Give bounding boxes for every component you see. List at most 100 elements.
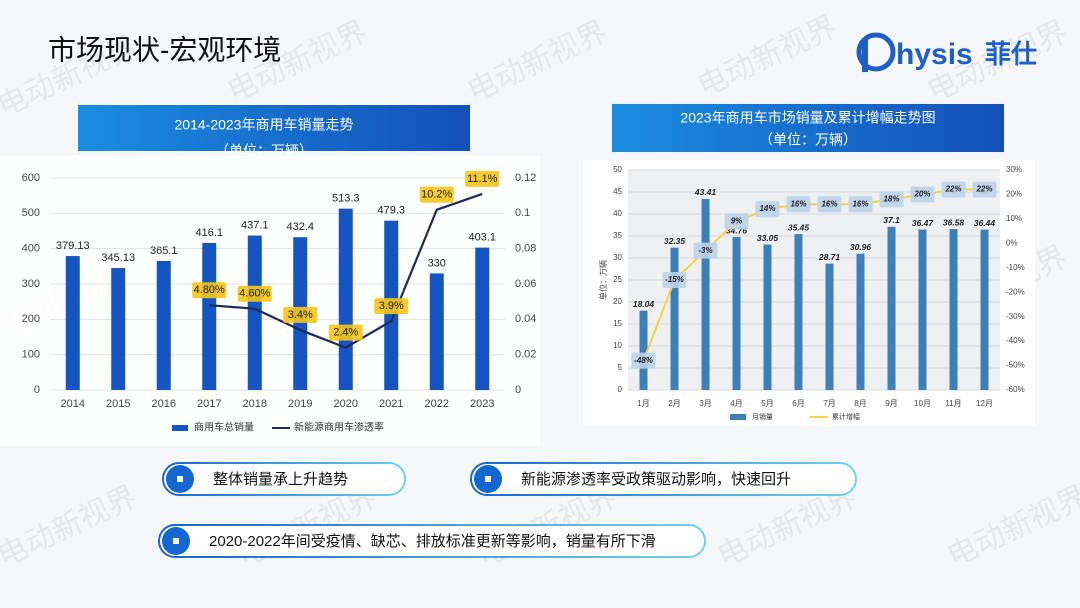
bar-value-label: 32.35	[664, 236, 686, 246]
x-tick-label: 2019	[288, 398, 312, 410]
x-tick-label: 3月	[699, 399, 711, 408]
line-label-box	[972, 181, 997, 198]
chart-title-band	[78, 105, 470, 151]
line-value-label: 9%	[731, 216, 743, 225]
x-tick-label: 6月	[792, 399, 804, 408]
x-tick-label: 11月	[945, 399, 961, 408]
bar-value-label: 403.1	[468, 231, 496, 243]
line-value-label: 10.2%	[421, 189, 452, 201]
x-tick-label: 2017	[197, 398, 221, 410]
x-tick-label: 1月	[637, 399, 649, 408]
x-tick-label: 10月	[914, 399, 931, 408]
logo: hysis 菲仕	[856, 32, 1037, 72]
bar-value-label: 416.1	[195, 227, 223, 239]
y-tick-label: 25	[613, 275, 622, 284]
bar-value-label: 18.04	[633, 299, 655, 309]
bar	[202, 242, 217, 390]
line-label-box	[941, 181, 966, 198]
y-tick-label: 20	[613, 297, 622, 306]
y-tick-label: 200	[22, 313, 40, 325]
chart-subtitle: （单位：万辆）	[759, 132, 857, 148]
bar-value-label: 37.1	[883, 215, 900, 225]
bar-value-label: 30.96	[850, 242, 872, 252]
line-value-label: 2.4%	[333, 327, 358, 339]
y-tick-label: 0	[34, 384, 40, 396]
bar-value-label: 43.41	[694, 187, 717, 197]
x-tick-label: 5月	[761, 399, 773, 408]
line	[209, 192, 483, 349]
bar	[670, 247, 679, 390]
y-tick-label: 50	[613, 165, 622, 174]
y2-tick-label: 0	[515, 384, 521, 396]
y-tick-label: 100	[22, 349, 40, 361]
line-value-label: 22%	[944, 185, 961, 194]
line-value-label: 16%	[852, 199, 868, 208]
x-tick-label: 7月	[823, 399, 835, 408]
y-tick-label: 45	[613, 187, 622, 196]
line-value-label: 4.60%	[239, 288, 270, 300]
y-tick-label: 400	[22, 243, 40, 255]
bar-value-label: 437.1	[241, 219, 269, 231]
line-value-label: 14%	[759, 204, 775, 213]
y-tick-label: 0	[618, 385, 623, 394]
bullet-pill	[158, 524, 706, 558]
chart-title: 2023年商用车市场销量及累计增幅走势图	[680, 110, 935, 126]
logo-icon	[856, 32, 896, 72]
bar	[475, 247, 490, 390]
y2-tick-label: 0.12	[515, 172, 536, 184]
x-tick-label: 2018	[243, 398, 267, 410]
line-label-box	[817, 196, 842, 213]
bar	[980, 229, 989, 390]
bar	[825, 263, 834, 390]
y2-tick-label: 0.1	[515, 207, 530, 219]
y-tick-label: 300	[22, 278, 40, 290]
y2-tick-label: -50%	[1006, 361, 1025, 370]
y-tick-label: 15	[613, 319, 622, 328]
bar-value-label: 35.45	[788, 222, 810, 232]
line-value-label: 18%	[883, 194, 899, 203]
y-tick-label: 5	[618, 363, 623, 372]
line-label-box	[879, 191, 904, 208]
bar-value-label: 432.4	[286, 221, 314, 233]
bar	[338, 208, 353, 390]
y2-tick-label: -60%	[1006, 385, 1025, 394]
x-tick-label: 2020	[334, 398, 358, 410]
y2-tick-label: 20%	[1006, 190, 1022, 199]
x-tick-label: 8月	[854, 399, 866, 408]
bar	[918, 229, 927, 390]
bar	[949, 229, 958, 390]
bar-value-label: 379.13	[56, 240, 90, 252]
x-tick-label: 2021	[379, 398, 403, 410]
x-tick-label: 2014	[61, 398, 85, 410]
line-value-label: -15%	[665, 275, 684, 284]
slide-title: 市场现状-宏观环境	[48, 34, 281, 65]
legend-swatch	[172, 425, 188, 431]
x-tick-label: 12月	[976, 399, 993, 408]
line-value-label: -48%	[634, 356, 653, 365]
x-tick-label: 2022	[425, 398, 449, 410]
line-value-label: 22%	[975, 185, 992, 194]
bullet-pill	[470, 462, 857, 496]
line-label-box	[283, 306, 318, 323]
line-label-box	[374, 298, 409, 315]
line-value-label: 3.4%	[288, 309, 313, 321]
x-tick-label: 9月	[885, 399, 897, 408]
bullet-text: 整体销量承上升趋势	[213, 471, 348, 488]
bullet-icon	[177, 476, 183, 482]
line-label-box	[419, 186, 454, 203]
x-tick-label: 2015	[106, 398, 130, 410]
bar	[856, 253, 865, 390]
line-value-label: 4.80%	[194, 284, 225, 296]
line-value-label: -3%	[698, 246, 712, 255]
line-value-label: 3.9%	[379, 300, 404, 312]
line-label-box	[848, 196, 873, 213]
bar	[156, 260, 171, 390]
line-value-label: 16%	[790, 199, 806, 208]
legend-label: 商用车总销量	[194, 421, 254, 434]
bar-value-label: 28.71	[818, 252, 841, 262]
line-value-label: 11.1%	[467, 173, 498, 185]
line-label-box	[724, 213, 749, 230]
x-tick-label: 2016	[152, 398, 176, 410]
bar-value-label: 36.47	[912, 218, 935, 228]
